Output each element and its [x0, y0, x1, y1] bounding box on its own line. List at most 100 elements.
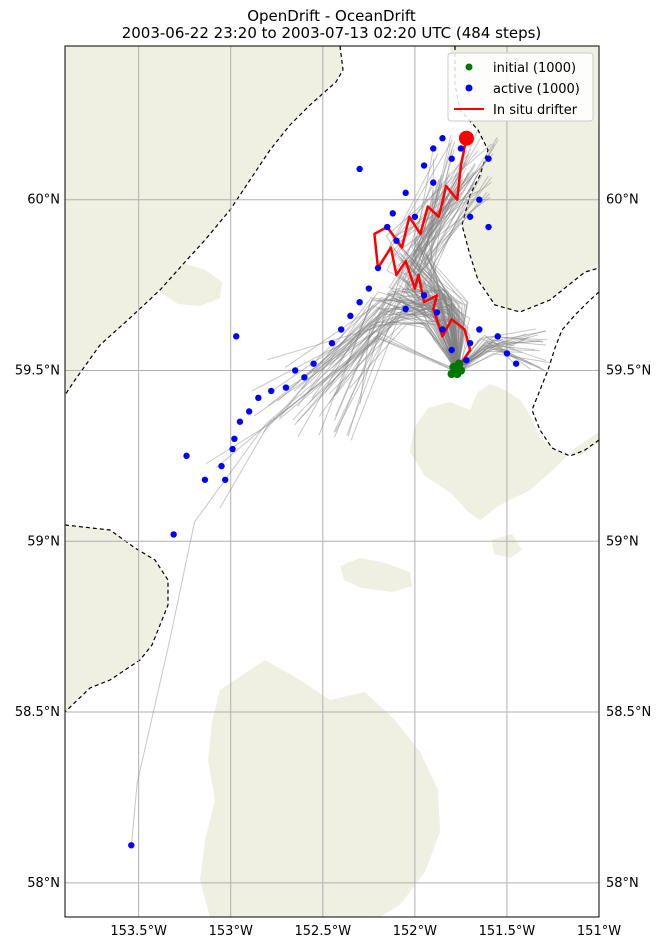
- y-tick-label-right: 58.5°N: [606, 705, 651, 720]
- active-particle: [201, 476, 209, 483]
- active-particle: [494, 333, 501, 340]
- trajectory-line: [130, 329, 459, 849]
- trajectory-line: [297, 304, 456, 438]
- trajectory-line: [417, 141, 468, 369]
- trajectory-line: [388, 153, 458, 372]
- trajectory-line: [271, 305, 457, 392]
- trajectory-line: [413, 153, 494, 370]
- trajectory-line: [390, 190, 458, 371]
- active-particle: [402, 305, 409, 313]
- initial-particles: [447, 359, 466, 379]
- initial-particle: [456, 366, 466, 375]
- trajectory-line: [335, 292, 457, 417]
- trajectory-line: [458, 340, 543, 370]
- initial-particle: [454, 359, 464, 368]
- legend-active-label: active (1000): [493, 82, 580, 97]
- trajectory-line: [322, 310, 456, 372]
- trajectory-line: [458, 333, 527, 373]
- active-particle: [439, 326, 446, 333]
- trajectory-line: [400, 158, 489, 370]
- y-tick-label-left: 58°N: [27, 876, 60, 891]
- trajectory-line: [297, 291, 457, 407]
- trajectory-line: [309, 308, 458, 374]
- active-particle: [245, 408, 253, 415]
- trajectory-line: [397, 181, 476, 370]
- trajectory-line: [279, 297, 461, 418]
- map-frame: [64, 45, 600, 918]
- legend-active-marker: [465, 84, 473, 92]
- active-particle: [128, 842, 135, 849]
- active-particles: [128, 135, 520, 849]
- trajectory-line: [277, 297, 461, 402]
- trajectory-line: [459, 339, 526, 368]
- x-tick-label: 152.5°W: [295, 924, 352, 939]
- trajectory-line: [306, 288, 459, 395]
- trajectory-line: [350, 304, 455, 441]
- trajectory-line: [318, 300, 456, 417]
- land-island-mid: [340, 558, 412, 592]
- drifter-track: [373, 137, 472, 365]
- legend-initial-marker: [465, 63, 473, 71]
- trajectory-line: [406, 174, 475, 374]
- trajectory-line: [336, 298, 456, 395]
- trajectory-line: [402, 171, 474, 369]
- active-particle: [255, 394, 262, 402]
- trajectory-line: [251, 309, 460, 392]
- trajectory-line: [454, 334, 539, 374]
- y-tick-label-left: 58.5°N: [15, 705, 60, 720]
- trajectory-line: [418, 190, 463, 372]
- legend-box: [447, 52, 594, 122]
- y-tick-label-right: 59.5°N: [606, 363, 651, 378]
- active-particle: [170, 531, 177, 538]
- active-particle: [466, 339, 474, 347]
- trajectory-line: [414, 180, 458, 369]
- active-particle: [347, 312, 354, 320]
- trajectory-line: [292, 295, 458, 421]
- active-particle: [236, 418, 244, 425]
- axis-ticks: 153.5°W 153°W 152.5°W 152°W 151.5°W 151°W 60°N…: [15, 193, 651, 939]
- trajectory-line: [454, 340, 541, 372]
- trajectory-line: [404, 178, 464, 373]
- active-particle: [420, 162, 428, 169]
- trajectory-line: [415, 197, 465, 368]
- active-particle: [430, 145, 437, 152]
- trajectory-line: [389, 171, 477, 369]
- legend: initial (1000) active (1000) In situ dri…: [447, 52, 594, 122]
- trajectory-line: [454, 350, 523, 371]
- active-particle: [476, 196, 483, 203]
- land-mass-southwest: [65, 525, 168, 712]
- active-particle: [389, 210, 396, 217]
- y-tick-label-right: 59°N: [606, 534, 639, 549]
- trajectory-line: [396, 152, 471, 370]
- trajectory-line: [411, 196, 460, 369]
- chart-title-line-2: 2003-06-22 23:20 to 2003-07-13 02:20 UTC…: [121, 24, 542, 42]
- active-particle: [448, 346, 455, 354]
- trajectory-line: [398, 181, 492, 369]
- active-particle: [374, 264, 382, 272]
- trajectory-line: [219, 337, 458, 509]
- trajectory-line: [391, 150, 478, 373]
- trajectory-line: [393, 154, 469, 369]
- trajectory-line: [333, 300, 460, 433]
- land-layer: [65, 46, 599, 917]
- active-particle: [411, 213, 419, 220]
- trajectory-line: [397, 192, 469, 373]
- x-tick-label: 152°W: [393, 924, 437, 939]
- active-particle: [384, 223, 391, 231]
- y-tick-label-left: 59.5°N: [15, 363, 60, 378]
- trajectory-line: [409, 163, 476, 373]
- trajectory-line: [416, 178, 456, 371]
- trajectory-line: [278, 302, 460, 420]
- trajectory-line: [411, 139, 499, 369]
- active-particle: [183, 452, 190, 460]
- trajectory-line: [347, 303, 460, 437]
- trajectory-line: [301, 298, 458, 391]
- trajectory-line: [457, 330, 547, 370]
- trajectory-line: [410, 162, 466, 373]
- trajectory-line: [328, 289, 457, 404]
- land-mass-south: [200, 660, 440, 917]
- drifter-final-position: [458, 130, 474, 146]
- trajectory-line: [404, 186, 475, 370]
- active-particle: [430, 179, 437, 186]
